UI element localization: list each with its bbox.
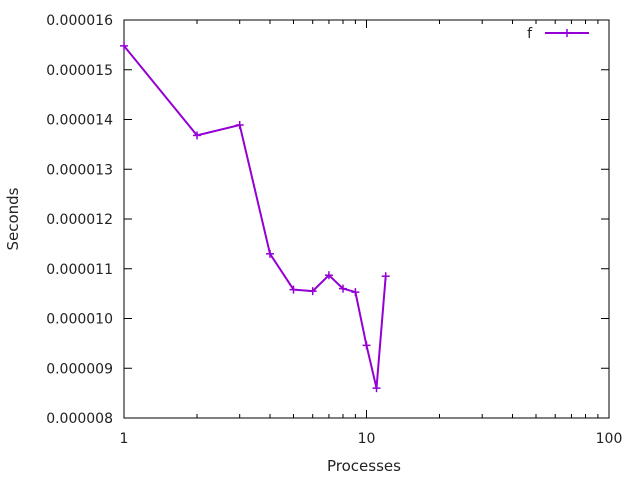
y-tick-label: 0.000012 bbox=[46, 212, 113, 228]
series-line-f bbox=[123, 45, 387, 390]
series-layer bbox=[120, 41, 390, 393]
legend-marker bbox=[563, 29, 571, 37]
data-point bbox=[338, 284, 347, 293]
x-tick-label: 1 bbox=[120, 431, 129, 447]
data-point bbox=[120, 41, 128, 50]
data-point bbox=[289, 285, 298, 294]
y-axis-title: Seconds bbox=[4, 187, 22, 250]
y-tick-label: 0.000009 bbox=[46, 361, 113, 377]
data-point bbox=[235, 120, 244, 129]
y-tick-label: 0.000015 bbox=[46, 63, 113, 79]
axis-ticks bbox=[123, 19, 610, 419]
y-tick-label: 0.000010 bbox=[46, 312, 113, 328]
data-point bbox=[308, 287, 317, 296]
data-point bbox=[192, 131, 201, 140]
legend: f bbox=[527, 26, 589, 42]
data-point bbox=[324, 271, 333, 280]
data-point bbox=[381, 272, 390, 281]
y-tick-label: 0.000014 bbox=[46, 113, 113, 129]
data-point bbox=[265, 249, 274, 258]
y-tick-labels: 0.000008 0.000009 0.000010 0.000011 0.000012… bbox=[46, 13, 113, 427]
x-axis-title: Processes bbox=[327, 457, 401, 475]
data-point bbox=[372, 384, 381, 393]
x-tick-label: 10 bbox=[358, 431, 376, 447]
y-tick-label: 0.000008 bbox=[46, 411, 113, 427]
data-point bbox=[351, 288, 360, 297]
x-tick-labels: 1 10 100 bbox=[120, 431, 623, 447]
x-tick-label: 100 bbox=[596, 431, 623, 447]
data-point bbox=[362, 341, 371, 350]
y-tick-label: 0.000016 bbox=[46, 13, 113, 29]
y-tick-label: 0.000013 bbox=[46, 162, 113, 178]
plot-frame bbox=[123, 19, 610, 419]
legend-label: f bbox=[527, 26, 533, 42]
y-tick-label: 0.000011 bbox=[46, 262, 113, 278]
